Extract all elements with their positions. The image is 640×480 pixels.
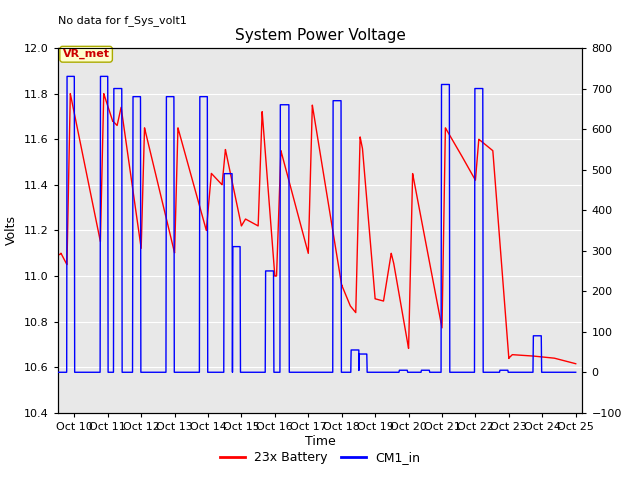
Y-axis label: Volts: Volts	[5, 216, 19, 245]
Legend: 23x Battery, CM1_in: 23x Battery, CM1_in	[214, 446, 426, 469]
Text: No data for f_Sys_volt1: No data for f_Sys_volt1	[58, 15, 186, 26]
X-axis label: Time: Time	[305, 434, 335, 448]
Title: System Power Voltage: System Power Voltage	[235, 28, 405, 43]
Text: VR_met: VR_met	[63, 49, 109, 60]
